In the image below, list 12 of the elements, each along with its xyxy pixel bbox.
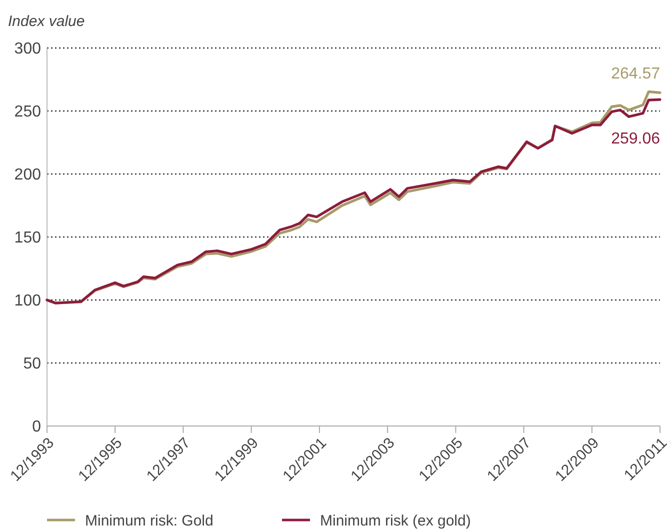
y-tick-label: 200: [14, 166, 42, 184]
y-tick-label: 250: [14, 104, 42, 121]
y-tick-label: 0: [32, 418, 42, 436]
y-tick-label: 150: [14, 230, 42, 247]
y-tick-label: 300: [14, 40, 42, 58]
legend-label: Minimum risk (ex gold): [320, 512, 471, 530]
y-axis-title: Index value: [8, 13, 85, 30]
annotation: 264.57: [611, 66, 660, 83]
legend-label: Minimum risk: Gold: [85, 512, 214, 530]
y-tick-label: 100: [14, 292, 42, 310]
annotation: 259.06: [611, 130, 660, 148]
y-tick-label: 50: [23, 356, 42, 373]
